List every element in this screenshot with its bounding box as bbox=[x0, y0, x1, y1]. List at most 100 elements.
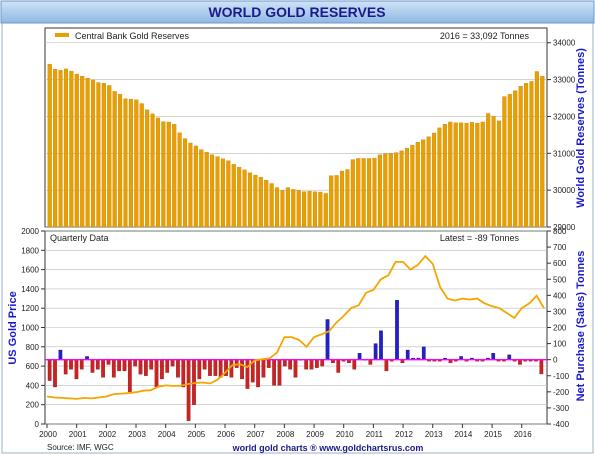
reserves-bar bbox=[486, 113, 491, 228]
purchase-bar bbox=[117, 359, 122, 372]
reserves-bar bbox=[502, 96, 507, 228]
reserves-bar bbox=[101, 83, 106, 228]
reserves-tick-label: 32000 bbox=[553, 112, 576, 121]
purchases-tick-label: 700 bbox=[553, 243, 567, 252]
purchase-bar bbox=[69, 359, 73, 370]
reserves-y-axis: 29000 30000 31000 32000 33000 34000 bbox=[547, 39, 576, 232]
reserves-bar bbox=[404, 147, 410, 228]
purchase-bar bbox=[309, 359, 314, 370]
reserves-bar bbox=[377, 154, 382, 228]
reserves-bars bbox=[47, 63, 545, 228]
purchase-bar bbox=[379, 330, 383, 360]
price-tick-label: 0 bbox=[35, 420, 40, 429]
reserves-bar bbox=[166, 121, 171, 228]
year-tick-label: 2011 bbox=[366, 430, 384, 439]
purchase-bar bbox=[165, 359, 170, 373]
reserves-bar bbox=[280, 190, 285, 228]
purchase-bar bbox=[186, 359, 191, 421]
purchase-bar bbox=[90, 359, 95, 373]
reserves-bar bbox=[323, 193, 328, 228]
reserves-bar bbox=[356, 158, 361, 228]
reserves-tick-label: 29000 bbox=[553, 223, 576, 232]
year-tick-label: 2004 bbox=[158, 430, 176, 439]
purchase-bar bbox=[272, 359, 276, 386]
purchase-bar bbox=[352, 359, 357, 370]
year-tick-label: 2007 bbox=[247, 430, 265, 439]
year-tick-label: 2014 bbox=[455, 430, 473, 439]
reserves-bar bbox=[431, 132, 437, 228]
reserves-bar bbox=[507, 94, 512, 228]
purchases-tick-label: -400 bbox=[553, 420, 570, 429]
purchases-tick-label: 500 bbox=[553, 275, 567, 284]
reserves-bar bbox=[172, 124, 177, 228]
purchase-bar bbox=[58, 349, 63, 360]
year-tick-label: 2003 bbox=[128, 430, 146, 439]
purchases-tick-label: 600 bbox=[553, 259, 567, 268]
reserves-bar bbox=[367, 158, 372, 228]
year-tick-label: 2013 bbox=[425, 430, 443, 439]
reserves-gridlines bbox=[45, 42, 547, 228]
year-tick-label: 2016 bbox=[514, 430, 532, 439]
reserves-bar bbox=[518, 86, 523, 228]
reserves-bar bbox=[469, 122, 474, 228]
purchases-bars bbox=[45, 300, 547, 421]
reserves-bar bbox=[253, 174, 258, 228]
purchase-bar bbox=[256, 359, 260, 388]
purchase-bar bbox=[395, 300, 399, 360]
purchases-tick-label: -200 bbox=[553, 388, 570, 397]
x-axis: 2000 2001 2002 2003 2004 2005 2006 2007 2008 2009… bbox=[39, 424, 532, 439]
purchase-bar bbox=[101, 359, 105, 378]
reserves-bar bbox=[415, 142, 420, 228]
reserves-bar bbox=[215, 156, 220, 228]
reserves-bar bbox=[145, 109, 150, 228]
year-tick-label: 2012 bbox=[395, 430, 413, 439]
reserves-bar bbox=[312, 191, 317, 228]
reserves-bar bbox=[269, 183, 274, 228]
purchase-bar bbox=[261, 359, 266, 378]
purchases-tick-label: 300 bbox=[553, 307, 567, 316]
reserves-bar bbox=[421, 139, 426, 228]
purchase-bar bbox=[106, 359, 111, 365]
reserves-bar bbox=[453, 122, 458, 228]
purchase-bar bbox=[293, 359, 298, 378]
purchase-bar bbox=[507, 354, 512, 360]
purchase-bar bbox=[127, 359, 132, 392]
reserves-bar bbox=[437, 127, 442, 228]
reserves-bar bbox=[231, 164, 236, 228]
purchases-tick-label: 400 bbox=[553, 291, 567, 300]
price-tick-label: 800 bbox=[26, 343, 40, 352]
reserves-bar bbox=[464, 122, 469, 228]
purchase-bar bbox=[197, 359, 202, 380]
gold-price-line-path bbox=[46, 254, 545, 400]
purchase-bar bbox=[421, 346, 426, 360]
purchase-bar bbox=[74, 359, 79, 380]
reserves-bar bbox=[264, 180, 269, 228]
reserves-bar bbox=[410, 145, 415, 228]
purchase-bar bbox=[208, 359, 212, 376]
purchase-bar bbox=[336, 359, 341, 373]
reserves-bar bbox=[296, 190, 301, 228]
purchase-bar bbox=[144, 359, 148, 376]
reserves-bar bbox=[90, 79, 96, 228]
source-label: Source: IMF, WGC bbox=[47, 443, 114, 452]
reserves-tick-label: 31000 bbox=[553, 149, 576, 158]
reserves-bar bbox=[85, 77, 90, 228]
gold-price-y-axis: 0 200 400 600 800 1000 1200 1400 1600 1800 2000 bbox=[21, 227, 45, 429]
purchases-tick-label: 800 bbox=[553, 227, 567, 236]
purchase-bar bbox=[282, 359, 287, 367]
purchase-bar bbox=[325, 319, 330, 360]
reserves-bar bbox=[442, 124, 447, 228]
purchase-bar bbox=[240, 359, 244, 380]
reserves-bar bbox=[242, 169, 247, 228]
gold-price-line bbox=[46, 254, 545, 400]
reserves-tick-label: 33000 bbox=[553, 76, 576, 85]
purchase-bar bbox=[373, 343, 378, 360]
reserves-bar bbox=[302, 191, 307, 228]
purchases-tick-label: -300 bbox=[553, 404, 570, 413]
price-tick-label: 2000 bbox=[21, 227, 39, 236]
reserves-bar bbox=[118, 94, 123, 228]
purchase-bar bbox=[245, 359, 250, 389]
reserves-bar bbox=[177, 132, 182, 228]
reserves-bar bbox=[237, 167, 242, 228]
